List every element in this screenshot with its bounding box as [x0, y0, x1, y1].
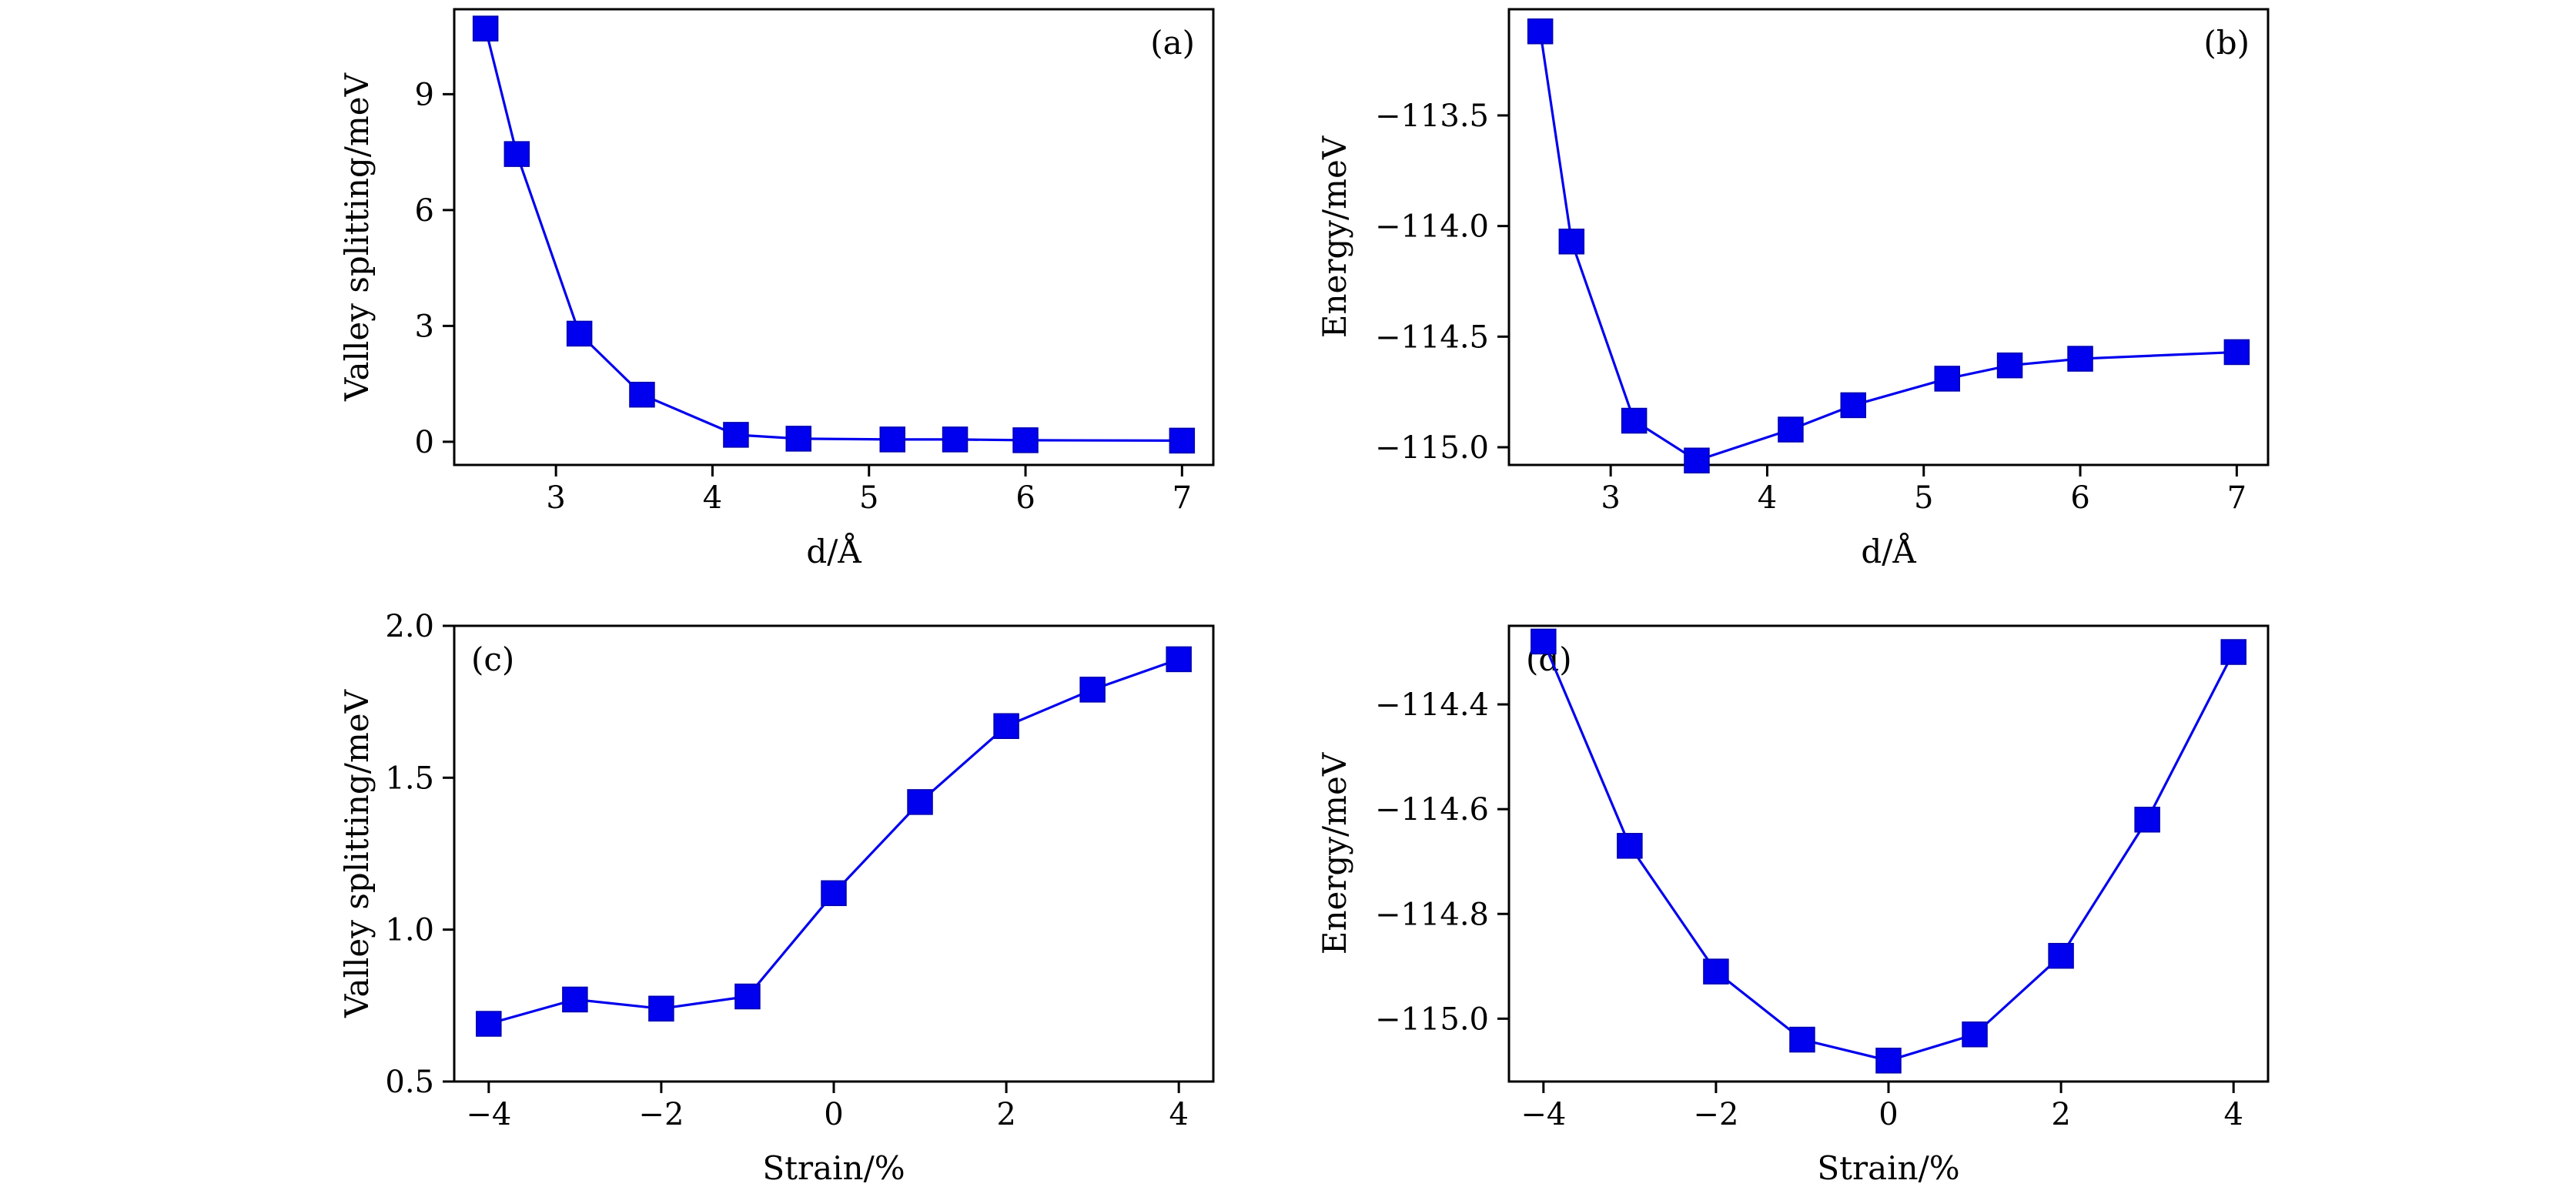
panel-label: (b): [2203, 24, 2250, 62]
y-tick-label: −114.6: [1375, 792, 1489, 828]
x-tick-label: 4: [2223, 1097, 2243, 1132]
x-tick-label: 5: [1914, 480, 1933, 516]
data-point: [648, 995, 674, 1022]
panel-c: −4 −2 0 2 4 0.5 1.0 1.5 2.0 Strain/% Valley splitt…: [338, 609, 1215, 1187]
y-tick-label: 9: [415, 77, 434, 112]
data-point: [734, 983, 761, 1010]
y-axis-label: Valley splitting/meV: [338, 689, 376, 1018]
y-tick-label: 1.0: [385, 913, 434, 948]
data-point: [1558, 228, 1585, 255]
data-point: [2134, 807, 2160, 833]
y-tick-label: −114.8: [1375, 897, 1489, 932]
y-tick-label: 2.0: [385, 609, 434, 644]
y-tick-label: −113.5: [1375, 99, 1489, 134]
data-point: [1996, 352, 2023, 379]
data-point: [1840, 392, 1867, 419]
series-line: [484, 28, 1183, 442]
data-point: [1079, 677, 1106, 703]
data-point: [1169, 427, 1196, 454]
y-tick-label: −114.0: [1375, 209, 1489, 245]
data-point: [562, 986, 588, 1013]
data-point: [629, 381, 655, 408]
data-point: [472, 15, 499, 42]
data-point: [821, 880, 847, 907]
data-point: [1527, 18, 1554, 45]
x-tick-label: 4: [1758, 480, 1777, 516]
data-point: [907, 789, 933, 815]
panel-b: 3 4 5 6 7 −115.0 −114.5 −114.0 −113.5 d/Å Energy/m…: [1316, 8, 2270, 570]
y-axis-label: Valley splitting/meV: [338, 72, 376, 402]
series-line: [488, 657, 1179, 1025]
data-point: [1012, 427, 1039, 453]
x-tick-label: 4: [1169, 1097, 1188, 1132]
x-tick-label: −2: [638, 1097, 684, 1132]
y-tick-label: −115.0: [1375, 430, 1489, 466]
x-tick-label: 2: [2051, 1097, 2070, 1132]
y-tick-label: 0.5: [385, 1065, 434, 1100]
y-tick-label: −115.0: [1375, 1001, 1489, 1037]
data-point: [2223, 339, 2250, 366]
panel-label: (c): [471, 640, 514, 678]
y-axis-label: Energy/meV: [1316, 135, 1353, 338]
x-tick-label: −4: [466, 1097, 511, 1132]
data-point: [1621, 407, 1648, 434]
plot-frame: [453, 8, 1215, 466]
data-point: [785, 426, 812, 452]
data-point: [723, 422, 749, 448]
series-line: [1542, 640, 2235, 1062]
panel-a: 3 4 5 6 7 0 3 6 9 d/Å Valley splitting/meV (a): [338, 8, 1215, 570]
data-point: [1617, 833, 1643, 859]
x-axis-label: Strain/%: [1817, 1149, 1959, 1187]
panel-d: −4 −2 0 2 4 −115.0 −114.8 −114.6 −114.4 Strain/% E…: [1316, 624, 2270, 1187]
data-point: [2220, 639, 2246, 665]
data-point: [476, 1011, 502, 1037]
data-point: [1531, 628, 1557, 655]
x-tick-label: 2: [996, 1097, 1015, 1132]
x-tick-label: 3: [546, 480, 565, 516]
data-point: [1703, 958, 1729, 985]
x-tick-label: −2: [1693, 1097, 1738, 1132]
y-tick-label: 6: [415, 193, 434, 229]
data-point: [1789, 1026, 1815, 1053]
data-point: [2067, 346, 2093, 372]
x-axis-label: Strain/%: [762, 1149, 905, 1187]
y-tick-label: −114.4: [1375, 687, 1489, 723]
y-tick-label: 3: [415, 309, 434, 344]
data-point: [1684, 447, 1710, 474]
x-tick-label: −4: [1521, 1097, 1566, 1132]
x-tick-label: 5: [859, 480, 878, 516]
data-point: [1875, 1048, 1902, 1074]
data-point: [993, 713, 1019, 739]
x-tick-label: 4: [703, 480, 722, 516]
data-point: [942, 426, 969, 453]
x-tick-label: 6: [2070, 480, 2089, 516]
x-axis-label: d/Å: [806, 532, 861, 570]
series-line: [1539, 31, 2237, 463]
x-tick-label: 0: [1878, 1097, 1898, 1132]
x-tick-label: 3: [1601, 480, 1620, 516]
panel-label: (a): [1150, 24, 1195, 62]
x-tick-label: 0: [824, 1097, 843, 1132]
y-tick-label: 0: [415, 425, 434, 460]
data-point: [879, 426, 905, 453]
data-point: [566, 320, 593, 347]
data-point: [2048, 942, 2074, 969]
data-point: [1778, 416, 1804, 443]
x-tick-label: 6: [1015, 480, 1035, 516]
x-tick-label: 7: [1173, 480, 1192, 516]
y-axis-label: Energy/meV: [1316, 752, 1353, 955]
data-point: [1166, 646, 1192, 673]
x-tick-label: 7: [2227, 480, 2246, 516]
data-point: [1934, 366, 1960, 392]
y-tick-label: 1.5: [385, 761, 434, 796]
plot-frame: [1507, 8, 2270, 466]
data-point: [503, 141, 530, 167]
y-tick-label: −114.5: [1375, 319, 1489, 355]
data-point: [1962, 1021, 1988, 1048]
x-axis-label: d/Å: [1861, 532, 1916, 570]
